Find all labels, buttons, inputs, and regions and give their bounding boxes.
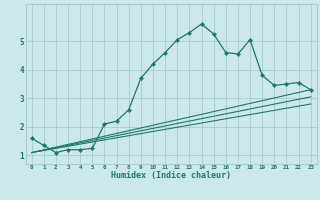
X-axis label: Humidex (Indice chaleur): Humidex (Indice chaleur) [111, 171, 231, 180]
